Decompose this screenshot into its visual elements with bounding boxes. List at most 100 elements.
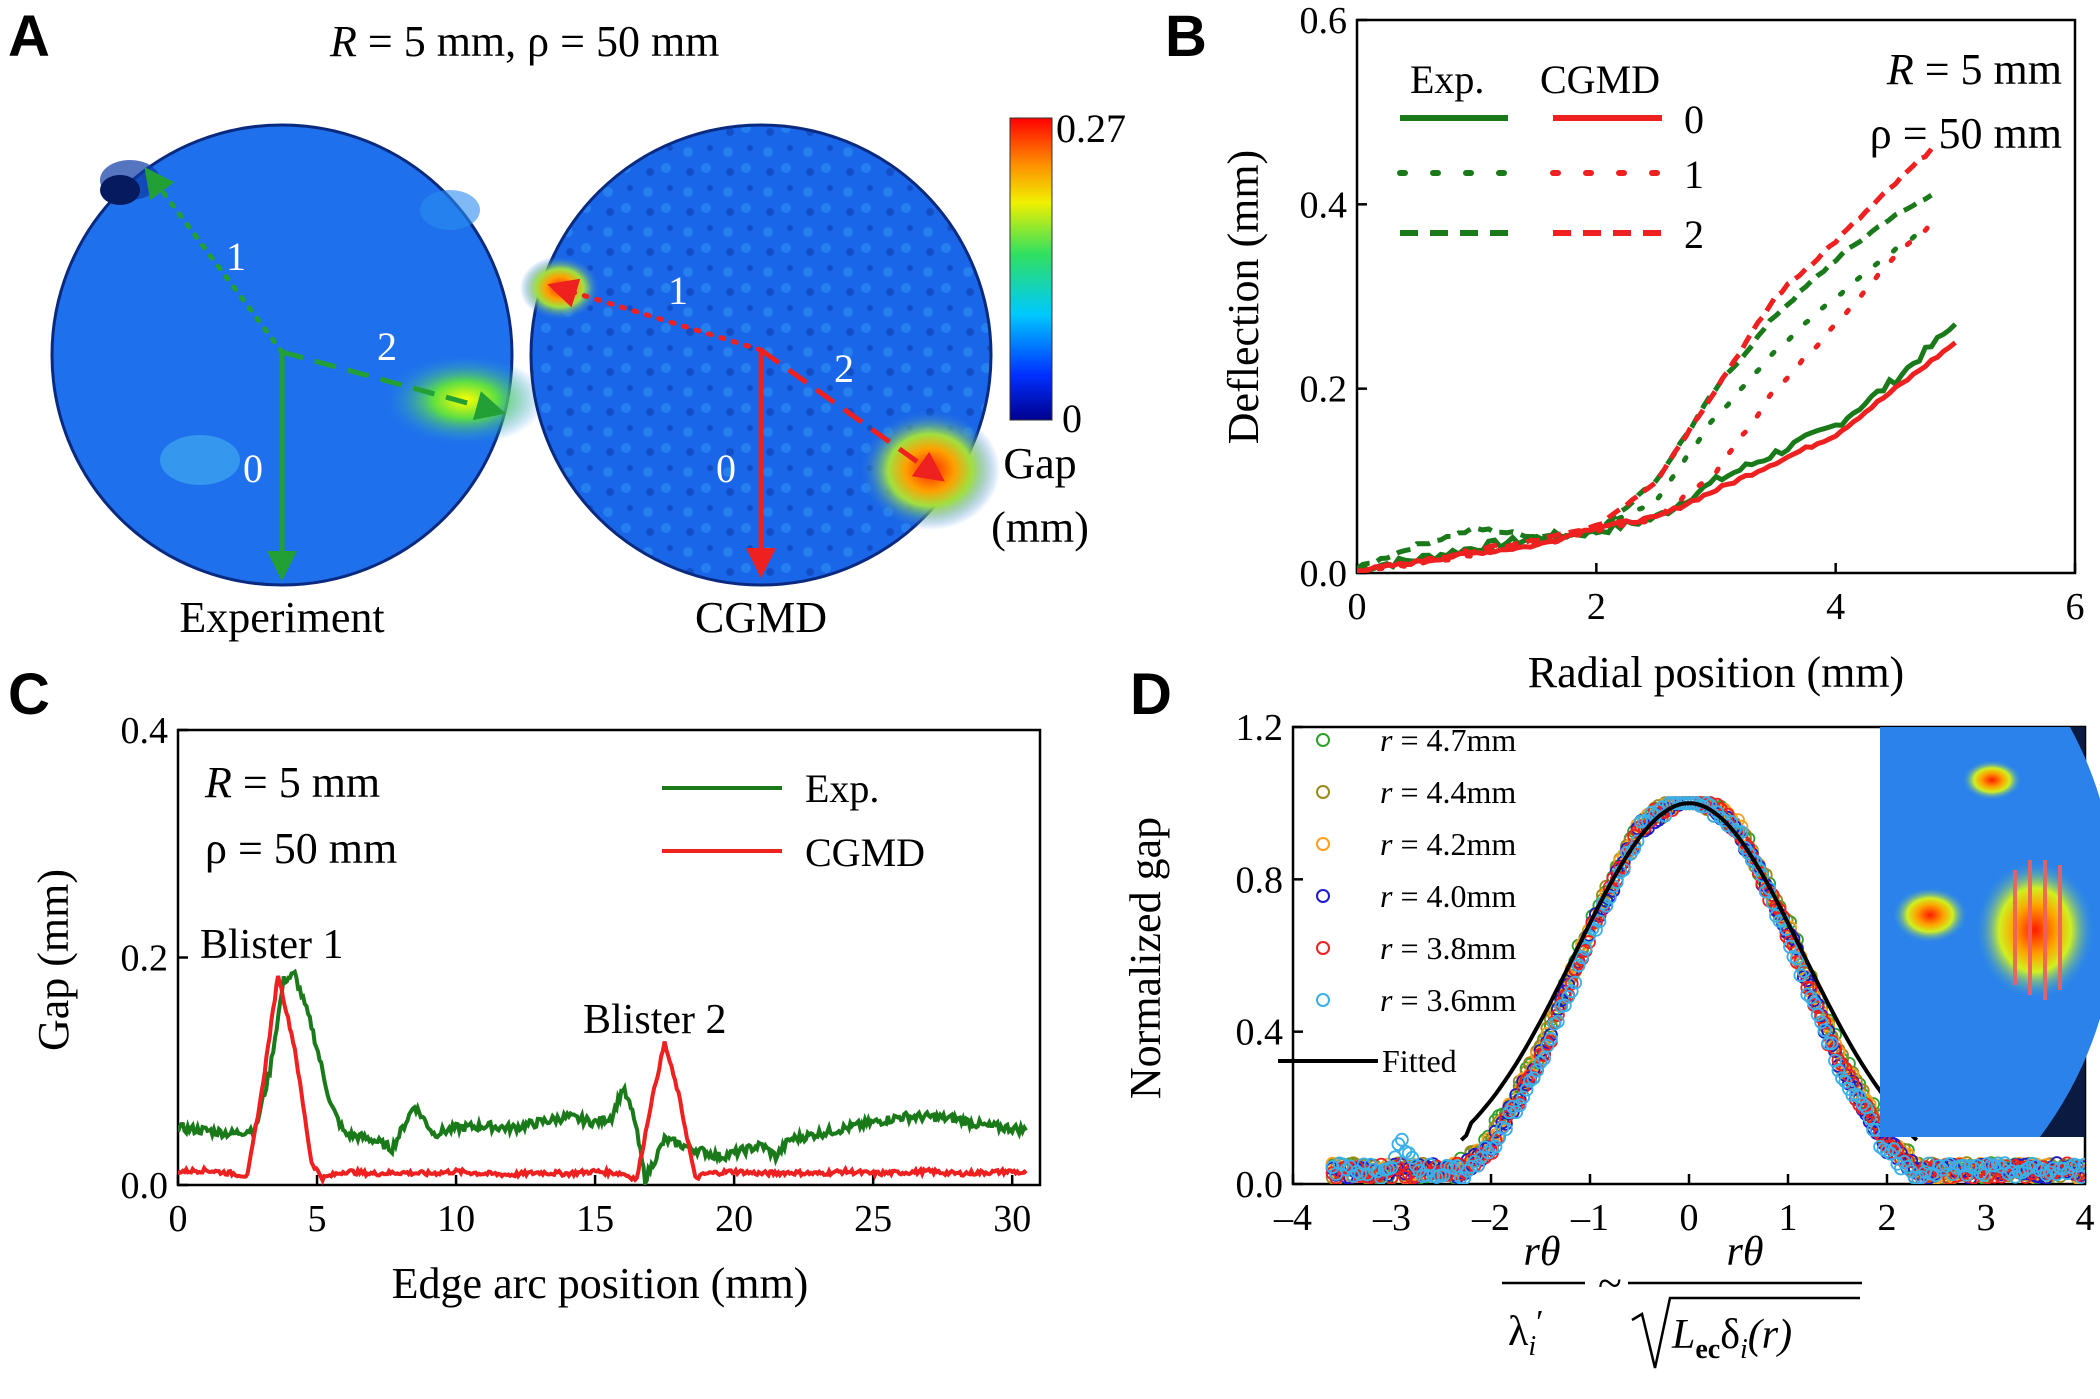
x-tick-label: 10 (437, 1198, 475, 1240)
y-tick-label: 0.0 (1300, 553, 1348, 595)
scatter-point (1855, 1097, 1870, 1112)
legend-d-marker (1316, 889, 1330, 903)
scatter-point (1810, 1007, 1825, 1022)
series-d (1325, 796, 2085, 1184)
y-tick-label: 0.6 (1300, 0, 1348, 42)
scatter-point (1575, 950, 1589, 965)
legend-b-index-1: 1 (1684, 152, 1704, 197)
cgmd-path-label-1: 1 (668, 268, 688, 313)
scatter-point (1790, 951, 1804, 966)
legend-d-marker (1316, 837, 1330, 851)
scatter-point (1471, 1158, 1485, 1173)
x-tick-label: 1 (1779, 1197, 1798, 1239)
series-b (1357, 147, 1958, 573)
series-line (1357, 193, 1933, 571)
blister-1-label: Blister 1 (200, 922, 344, 968)
colorbar-min: 0 (1062, 396, 1082, 441)
panel-letter-d: D (1130, 662, 1172, 727)
scatter-point (1488, 1133, 1503, 1148)
scatter-point (1405, 1150, 1420, 1165)
y-tick-label: 0.0 (1236, 1164, 1284, 1206)
panel-a: A R = 5 mm, ρ = 50 mm 0 1 2 Experiment (8, 4, 1126, 642)
series-line (1357, 340, 1957, 573)
scatter-point (1644, 805, 1659, 820)
series-line (178, 968, 1028, 1185)
scatter-point (1630, 834, 1645, 849)
legend-c-exp-label: Exp. (805, 766, 879, 811)
scatter-point (1540, 1038, 1555, 1053)
xlabel-d-num-right: rθ (1727, 1229, 1764, 1275)
x-tick-label: 25 (854, 1198, 892, 1240)
x-tick-label: 20 (715, 1198, 753, 1240)
ylabel-d: Normalized gap (1121, 817, 1170, 1099)
x-tick-label: 15 (576, 1198, 614, 1240)
series-line (1357, 322, 1958, 573)
cgmd-paths (547, 278, 945, 578)
scatter-point (1848, 1087, 1863, 1102)
legend-b: Exp. CGMD 0 1 2 (1397, 57, 1704, 257)
y-tick-label: 0.4 (1300, 184, 1348, 226)
xlabel-b: Radial position (mm) (1528, 648, 1904, 697)
scatter-point (1523, 1073, 1537, 1088)
scatter-point (2074, 1170, 2085, 1184)
scatter-point (1537, 1051, 1551, 1066)
scatter-point (1991, 1156, 2005, 1171)
scatter-point (1370, 1164, 1385, 1179)
colorbar-max: 0.27 (1056, 106, 1126, 151)
x-tick-label: 2 (1878, 1197, 1897, 1239)
scatter-point (1838, 1074, 1853, 1089)
scatter-point (2022, 1160, 2036, 1175)
xlabel-d-den-left: λi′ (1508, 1304, 1544, 1362)
scatter-point (1852, 1089, 1867, 1104)
x-tick-label: 4 (2076, 1197, 2095, 1239)
scatter-point (1956, 1158, 1971, 1173)
legend-d-marker (1316, 993, 1330, 1007)
scatter-point (1589, 923, 1603, 937)
legend-d-marker (1316, 941, 1330, 955)
legend-d-label: r = 3.6mm (1380, 982, 1516, 1018)
legend-d: r = 4.7mm r = 4.4mm r = 4.2mm r = 4.0mm r = … (1316, 722, 1516, 1018)
scatter-point (1353, 1167, 1368, 1181)
xlabel-c: Edge arc position (mm) (392, 1259, 809, 1308)
scatter-point (1467, 1154, 1482, 1169)
scatter-point (1762, 881, 1777, 896)
y-tick-label: 0.4 (121, 710, 169, 752)
colorbar-label-line1: Gap (1003, 439, 1076, 488)
legend-d-fitted-label: Fitted (1382, 1043, 1457, 1079)
annotation-c-rho: ρ = 50 mm (205, 824, 397, 873)
legend-d-label: r = 3.8mm (1380, 930, 1516, 966)
legend-b-header-cgmd: CGMD (1540, 57, 1660, 102)
x-tick-label: 0 (169, 1198, 188, 1240)
scatter-point (1887, 1142, 1901, 1157)
y-tick-label: 0.4 (1236, 1012, 1284, 1054)
scatter-point (1873, 1139, 1887, 1154)
scatter-point (1800, 987, 1815, 1002)
x-tick-label: –3 (1372, 1197, 1411, 1239)
scatter-point (1838, 1061, 1853, 1076)
scatter-point (1578, 941, 1593, 956)
scatter-point (1571, 958, 1586, 973)
scatter-point (2001, 1166, 2016, 1181)
x-tick-label: 6 (2066, 586, 2085, 628)
scatter-point (1398, 1170, 1413, 1184)
blister-2-label: Blister 2 (583, 997, 727, 1043)
xlabel-d-den-right: Lecδi(r) (1671, 1312, 1792, 1365)
colorbar-label-line2: (mm) (991, 503, 1089, 552)
scatter-point (1325, 1160, 1340, 1174)
legend-b-index-0: 0 (1684, 97, 1704, 142)
panel-letter-c: C (8, 662, 50, 727)
scatter-point (1550, 1014, 1565, 1029)
legend-d-marker (1316, 733, 1330, 747)
ylabel-c: Gap (mm) (29, 869, 78, 1051)
y-tick-label: 1.2 (1236, 707, 1284, 749)
scatter-point (2015, 1165, 2029, 1180)
panel-c: C 0 5 10 15 20 25 30 0.0 0.2 0.4 Edge arc positio… (8, 662, 1042, 1308)
axes-b: 0 2 4 6 0.0 0.2 0.4 0.6 (1300, 0, 2085, 628)
x-tick-label: 30 (993, 1198, 1031, 1240)
cgmd-path-label-2: 2 (834, 346, 854, 391)
x-tick-label: 2 (1587, 586, 1606, 628)
plot-frame-b (1355, 18, 2077, 575)
legend-d-marker (1316, 785, 1330, 799)
legend-d-label: r = 4.4mm (1380, 774, 1516, 810)
